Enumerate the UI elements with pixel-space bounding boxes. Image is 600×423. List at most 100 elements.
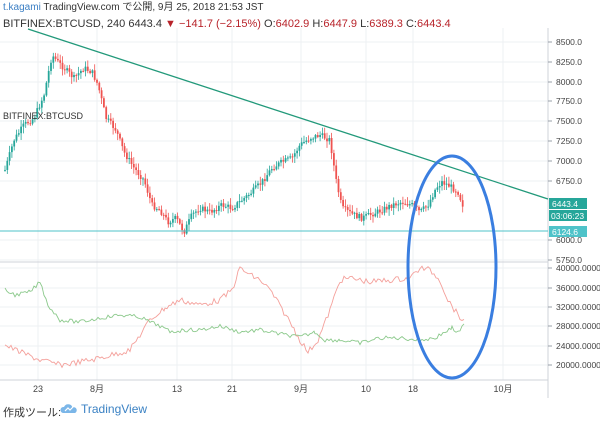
candle-body xyxy=(247,194,250,196)
author-link[interactable]: t.kagami xyxy=(3,2,41,13)
candle-body xyxy=(243,198,246,201)
candle-body xyxy=(43,95,45,101)
candle-body xyxy=(264,179,266,181)
descending-trendline[interactable] xyxy=(27,28,549,200)
candle-body xyxy=(441,181,443,187)
candle-body xyxy=(349,209,351,212)
candle-body xyxy=(75,75,78,77)
tradingview-brand-link[interactable]: TradingView xyxy=(60,402,147,416)
candle-body xyxy=(321,133,324,136)
candle-body xyxy=(261,179,264,185)
candle-body xyxy=(438,186,441,188)
support-price-tag: 6124.6 xyxy=(549,226,587,237)
candle-body xyxy=(342,199,344,207)
candle-body xyxy=(385,206,388,210)
chart-grid xyxy=(0,28,548,380)
candle-body xyxy=(241,200,243,202)
candle-body xyxy=(335,165,338,179)
candle-body xyxy=(234,207,236,210)
time-axis[interactable]: 23 8月 13 21 9月 10 18 10月 xyxy=(33,384,513,394)
candle-body xyxy=(8,152,11,161)
candle-body xyxy=(59,60,62,63)
price-tick-label: 6000.0 xyxy=(556,235,582,245)
candle-body xyxy=(119,133,121,139)
candle-body xyxy=(365,214,367,216)
time-tick-label: 10月 xyxy=(493,384,512,394)
candle-body xyxy=(20,126,22,134)
candle-body xyxy=(96,79,98,83)
candle-body xyxy=(89,70,91,74)
candle-body xyxy=(310,139,312,141)
candle-body xyxy=(116,130,119,134)
candle-body xyxy=(431,197,434,200)
candle-body xyxy=(181,223,183,231)
candle-body xyxy=(185,224,188,234)
price-axis[interactable]: 8500.0 8250.0 8000.0 7750.0 7500.0 7250.0 7000… xyxy=(548,37,582,265)
made-with-label: 作成ツール: xyxy=(3,407,62,419)
candle-body xyxy=(31,119,34,124)
candle-body xyxy=(27,121,29,124)
candle-body xyxy=(448,183,450,187)
indicator-tick-label: 36000.0000 xyxy=(556,283,600,293)
time-tick-label: 9月 xyxy=(294,384,308,394)
candle-body xyxy=(137,170,140,176)
candle-body xyxy=(397,204,400,206)
symbol-label[interactable]: BITFINEX:BTCUSD, 240 xyxy=(3,18,126,30)
candle-body xyxy=(245,195,248,199)
candle-body xyxy=(153,202,156,210)
candle-body xyxy=(277,162,280,167)
candle-body xyxy=(252,187,255,194)
candle-body xyxy=(13,140,16,147)
candle-body xyxy=(303,141,305,143)
candle-body xyxy=(199,210,202,212)
candle-body xyxy=(457,192,459,195)
price-tick-label: 8250.0 xyxy=(556,57,582,67)
candle-body xyxy=(73,75,75,78)
candle-body xyxy=(130,158,133,164)
low-label: L: xyxy=(360,18,370,30)
candle-body xyxy=(429,199,432,207)
candle-body xyxy=(229,204,232,210)
series-legend[interactable]: BITFINEX:BTCUSD xyxy=(3,111,84,121)
candle-body xyxy=(162,214,165,216)
indicator-axis[interactable]: 40000.0000 36000.0000 32000.0000 28000.0000… xyxy=(548,263,600,370)
chart-header: t.kagami TradingView.com で公開, 9月 25, 201… xyxy=(0,0,600,32)
time-tick-label: 10 xyxy=(361,384,371,394)
candle-body xyxy=(445,183,448,185)
candle-body xyxy=(93,70,96,80)
candle-body xyxy=(291,156,294,158)
candle-body xyxy=(450,184,453,187)
candle-body xyxy=(45,82,48,96)
high-label: H: xyxy=(312,18,324,30)
candle-body xyxy=(287,157,289,159)
publish-line: t.kagami TradingView.com で公開, 9月 25, 201… xyxy=(3,0,264,15)
candle-body xyxy=(379,209,381,213)
price-tick-label: 8000.0 xyxy=(556,77,582,87)
tradingview-brand-label: TradingView xyxy=(81,402,148,416)
highlight-ellipse xyxy=(406,154,498,380)
candle-body xyxy=(36,108,39,118)
candle-body xyxy=(50,62,52,71)
candle-body xyxy=(296,150,298,154)
candle-body xyxy=(66,68,68,71)
candle-body xyxy=(390,204,393,208)
candle-body xyxy=(362,215,365,221)
candle-body xyxy=(388,204,390,210)
candle-body xyxy=(339,192,342,200)
candle-body xyxy=(307,140,310,142)
candle-body xyxy=(369,212,372,215)
high-value: 6447.9 xyxy=(323,18,358,30)
candle-body xyxy=(312,138,315,140)
candlestick-series[interactable] xyxy=(4,52,464,237)
candle-body xyxy=(259,183,262,185)
candle-body xyxy=(109,118,112,121)
candle-body xyxy=(6,160,9,170)
footer: 作成ツール: TradingView xyxy=(0,398,600,423)
candle-body xyxy=(172,219,174,223)
candle-body xyxy=(68,68,71,72)
candle-body xyxy=(57,58,59,61)
candle-body xyxy=(461,200,464,207)
candle-body xyxy=(40,100,43,108)
last-price: 6443.4 xyxy=(128,18,162,30)
